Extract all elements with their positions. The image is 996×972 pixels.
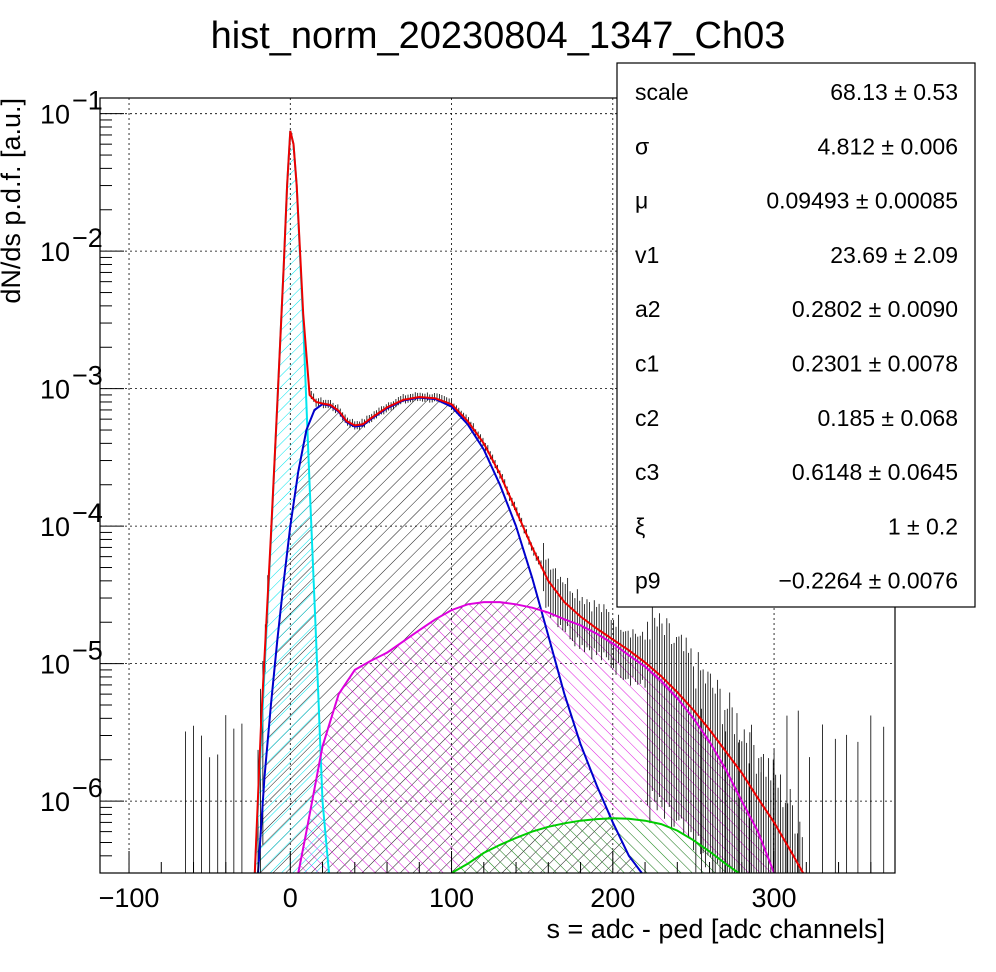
y-tick-label: 10 (40, 100, 70, 130)
chart-title: hist_norm_20230804_1347_Ch03 (211, 15, 786, 57)
stats-param-value: 0.2301 ± 0.0078 (792, 351, 958, 377)
stats-param-name: c2 (635, 405, 659, 431)
stats-param-name: ξ (635, 513, 645, 539)
x-tick-label: 200 (590, 883, 635, 913)
y-tick-base: 10 (40, 512, 70, 542)
stats-param-name: μ (635, 188, 648, 214)
y-tick-label: 10 (40, 787, 70, 817)
stats-param-value: 23.69 ± 2.09 (830, 242, 958, 268)
y-tick-base: 10 (40, 100, 70, 130)
stats-box-frame (616, 62, 976, 608)
fit-stats-box: scale 68.13 ± 0.53 σ 4.812 ± 0.006 μ 0.09493 … (616, 62, 976, 608)
y-tick-label: 10 (40, 237, 70, 267)
fit-fill-2 (298, 602, 775, 873)
fit-curve-4 (253, 130, 804, 873)
y-tick-label: 10 (40, 650, 70, 680)
x-axis: −100 0 100 200 300 (99, 851, 872, 913)
stats-param-name: a2 (635, 296, 661, 322)
y-tick-base: 10 (40, 375, 70, 405)
x-tick-label: 0 (283, 883, 298, 913)
fit-curves (253, 130, 804, 873)
stats-param-name: v1 (635, 242, 659, 268)
stats-param-value: 68.13 ± 0.53 (830, 79, 958, 105)
y-tick-base: 10 (40, 787, 70, 817)
x-tick-label: 100 (429, 883, 474, 913)
y-tick-exponent: −4 (72, 498, 103, 528)
stats-param-name: c1 (635, 351, 659, 377)
fit-fill-3 (451, 818, 739, 873)
stats-param-value: 4.812 ± 0.006 (817, 133, 958, 159)
y-tick-exponent: −2 (72, 223, 103, 253)
y-tick-exponent: −3 (72, 361, 103, 391)
stats-param-value: 0.6148 ± 0.0645 (792, 459, 958, 485)
stats-param-name: c3 (635, 459, 659, 485)
fit-curve-2 (297, 601, 776, 873)
fit-curve-3 (451, 817, 740, 873)
stats-param-value: 0.09493 ± 0.00085 (766, 188, 958, 214)
stats-param-value: −0.2264 ± 0.0076 (778, 568, 958, 594)
stats-param-name: scale (635, 79, 689, 105)
stats-param-value: 1 ± 0.2 (888, 513, 958, 539)
y-tick-base: 10 (40, 237, 70, 267)
y-tick-base: 10 (40, 650, 70, 680)
stats-param-value: 0.185 ± 0.068 (817, 405, 958, 431)
y-tick-exponent: −5 (72, 636, 103, 666)
x-axis-title: s = adc - ped [adc channels] (547, 914, 885, 944)
x-tick-label: −100 (99, 883, 160, 913)
stats-param-name: p9 (635, 568, 661, 594)
y-tick-exponent: −6 (72, 773, 103, 803)
y-axis-title: dN/ds p.d.f. [a.u.] (0, 98, 26, 304)
y-axis: 10−110−210−310−410−510−6 (40, 86, 124, 874)
y-tick-label: 10 (40, 512, 70, 542)
stats-param-name: σ (635, 133, 649, 159)
x-tick-label: 300 (752, 883, 797, 913)
stats-param-value: 0.2802 ± 0.0090 (792, 296, 958, 322)
y-tick-label: 10 (40, 375, 70, 405)
y-tick-exponent: −1 (72, 86, 103, 116)
